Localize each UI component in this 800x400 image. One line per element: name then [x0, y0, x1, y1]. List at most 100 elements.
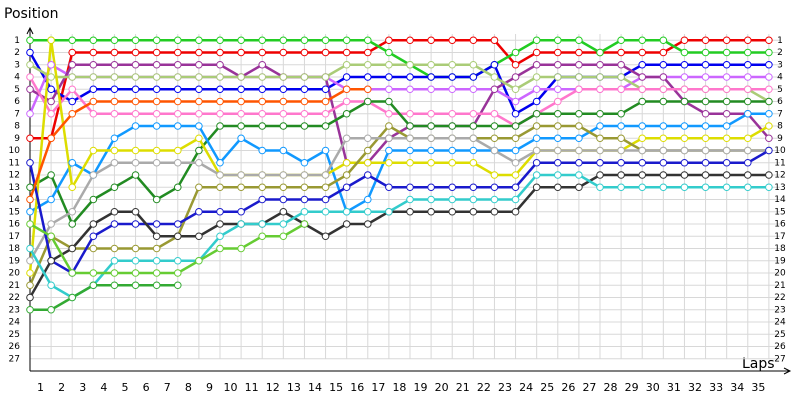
lap-marker — [680, 97, 689, 106]
lap-marker — [385, 60, 393, 69]
x-tick-label: 29 — [625, 381, 639, 394]
lap-marker — [490, 73, 499, 81]
lap-marker — [553, 109, 562, 118]
lap-marker — [237, 183, 245, 192]
lap-marker — [321, 146, 330, 155]
lap-marker — [701, 122, 710, 130]
lap-marker — [659, 158, 668, 167]
lap-marker — [110, 48, 119, 57]
lap-marker — [321, 85, 330, 94]
lap-marker — [532, 48, 541, 57]
lap-marker — [722, 85, 731, 94]
lap-marker — [279, 36, 288, 45]
y-tick-label-right: 12 — [774, 171, 785, 181]
lap-marker — [469, 36, 478, 45]
lap-marker — [427, 60, 435, 69]
lap-marker — [490, 60, 499, 69]
lap-marker — [743, 97, 752, 106]
lap-marker — [680, 158, 689, 167]
lap-marker — [321, 73, 330, 81]
y-axis-label: Position — [4, 6, 59, 22]
lap-marker — [701, 146, 710, 155]
lap-marker — [469, 207, 478, 216]
lap-marker — [89, 220, 98, 228]
lap-marker — [342, 158, 351, 167]
series-line — [28, 40, 770, 274]
lap-marker — [173, 269, 182, 277]
series-line — [29, 63, 770, 103]
lap-marker — [765, 73, 773, 81]
lap-marker — [363, 48, 372, 57]
lap-marker — [110, 97, 119, 106]
lap-marker — [89, 281, 98, 290]
lap-marker — [363, 171, 372, 179]
lap-marker — [385, 73, 393, 81]
y-tick-label: 18 — [9, 244, 21, 254]
y-tick-label: 22 — [9, 293, 20, 303]
lap-marker — [195, 256, 203, 265]
y-tick-label: 10 — [9, 146, 21, 156]
lap-marker — [553, 146, 562, 155]
lap-marker — [89, 109, 98, 118]
lap-marker — [89, 195, 98, 204]
lap-marker — [47, 305, 55, 314]
lap-marker — [448, 146, 457, 155]
y-tick-label-right: 20 — [774, 269, 786, 279]
lap-marker — [279, 183, 288, 192]
lap-marker — [131, 256, 140, 265]
y-tick-label: 7 — [14, 109, 20, 119]
lap-marker — [553, 97, 562, 106]
lap-marker — [532, 183, 541, 192]
lap-marker — [659, 36, 668, 45]
y-tick-label: 14 — [9, 195, 21, 205]
lap-marker — [237, 244, 245, 253]
lap-marker — [722, 171, 731, 179]
y-tick-label: 4 — [14, 73, 20, 83]
y-tick-label: 24 — [9, 318, 21, 328]
lap-marker — [469, 134, 478, 143]
lap-marker — [195, 122, 203, 130]
lap-marker — [511, 183, 520, 192]
lap-marker — [363, 85, 372, 94]
lap-marker — [47, 109, 55, 118]
lap-marker — [617, 36, 625, 45]
lap-marker — [490, 85, 499, 94]
y-tick-label-right: 7 — [777, 109, 783, 119]
lap-marker — [258, 146, 267, 155]
y-tick-label: 8 — [14, 122, 20, 132]
lap-marker — [427, 134, 435, 143]
lap-marker — [68, 48, 77, 57]
lap-marker — [743, 48, 752, 57]
lap-marker — [406, 109, 414, 118]
lap-marker — [680, 134, 689, 143]
lap-marker — [385, 183, 393, 192]
lap-marker — [722, 73, 731, 81]
lap-marker — [490, 195, 499, 204]
x-tick-label: 14 — [308, 381, 322, 394]
lap-marker — [300, 171, 309, 179]
lap-marker — [237, 122, 245, 130]
lap-marker — [26, 195, 34, 204]
lap-marker — [638, 171, 647, 179]
lap-marker — [342, 97, 351, 106]
lap-marker — [26, 244, 34, 253]
lap-marker — [152, 244, 161, 253]
lap-marker — [89, 48, 98, 57]
lap-marker — [152, 269, 161, 277]
lap-marker — [68, 36, 77, 45]
lap-marker — [553, 85, 562, 94]
lap-marker — [26, 73, 34, 81]
lap-marker — [110, 281, 119, 290]
y-tick-label-right: 24 — [774, 318, 786, 328]
lap-marker — [743, 60, 752, 69]
lap-marker — [26, 85, 34, 94]
lap-marker — [743, 36, 752, 45]
lap-marker — [216, 109, 224, 118]
lap-marker — [258, 122, 267, 130]
lap-marker — [575, 85, 583, 94]
lap-marker — [427, 195, 435, 204]
lap-marker — [152, 195, 161, 204]
lap-marker — [258, 183, 267, 192]
lap-marker — [701, 36, 710, 45]
y-tick-label-right: 14 — [774, 195, 786, 205]
